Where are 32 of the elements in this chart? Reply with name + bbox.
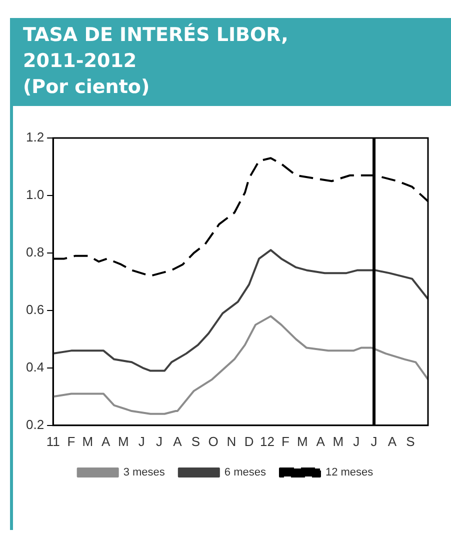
legend-label: 3 meses bbox=[123, 466, 166, 479]
x-tick-label: J bbox=[138, 434, 145, 449]
x-tick-label: F bbox=[67, 434, 76, 449]
legend-label: 12 meses bbox=[325, 466, 374, 479]
y-tick-label: 0.4 bbox=[26, 360, 44, 374]
x-tick-label: N bbox=[226, 434, 236, 449]
y-tick-label: 1.2 bbox=[26, 130, 44, 145]
x-tick-label: O bbox=[208, 434, 218, 449]
y-tick-label: 0.6 bbox=[26, 302, 44, 318]
x-tick-label: M bbox=[82, 434, 94, 449]
x-tick-label: M bbox=[118, 434, 129, 449]
x-tick-label: F bbox=[281, 434, 290, 449]
chart-subtitle: (Por ciento) bbox=[23, 75, 151, 100]
x-tick-label: S bbox=[406, 434, 416, 449]
x-tick-label: A bbox=[102, 434, 111, 449]
x-tick-label: S bbox=[191, 434, 200, 449]
x-tick-label: M bbox=[297, 434, 308, 449]
x-tick-label: J bbox=[156, 434, 163, 449]
x-tick-label: J bbox=[370, 434, 378, 449]
x-tick-label: A bbox=[316, 434, 326, 449]
y-tick-label: 0.2 bbox=[26, 416, 44, 432]
x-tick-label: 12 bbox=[260, 434, 274, 449]
x-tick-label: A bbox=[173, 434, 182, 449]
x-tick-label: 11 bbox=[46, 434, 60, 449]
x-tick-label: D bbox=[244, 434, 254, 449]
y-tick-label: 0.8 bbox=[26, 244, 44, 260]
y-tick-label: 1.0 bbox=[26, 187, 44, 202]
x-tick-label: A bbox=[388, 434, 397, 449]
chart-title: TASA DE INTERÉS LIBOR, 2011-2012 bbox=[23, 22, 290, 74]
x-tick-label: M bbox=[332, 434, 344, 449]
x-tick-label: J bbox=[353, 434, 360, 449]
legend-label: 6 meses bbox=[224, 466, 266, 479]
